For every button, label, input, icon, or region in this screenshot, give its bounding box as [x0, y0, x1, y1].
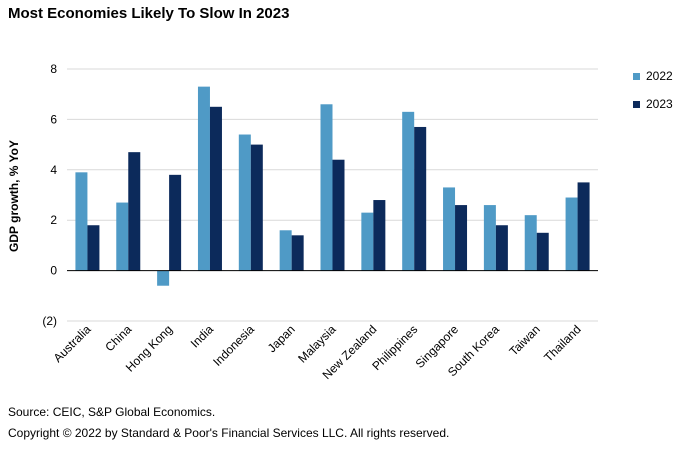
x-tick-label: China — [102, 322, 134, 354]
bar-2022-japan — [279, 230, 292, 271]
y-tick-label: 8 — [50, 62, 57, 76]
legend-label-2022: 2022 — [646, 69, 673, 83]
bar-2023-malaysia — [332, 159, 345, 271]
bar-2023-india — [209, 106, 222, 271]
bar-2022-china — [116, 202, 129, 271]
bar-2023-japan — [291, 235, 304, 271]
bar-2022-thailand — [565, 197, 578, 271]
chart-title: Most Economies Likely To Slow In 2023 — [8, 5, 290, 22]
bar-2023-philippines — [414, 126, 427, 271]
bar-2022-india — [197, 86, 210, 271]
x-tick-label: India — [188, 322, 217, 351]
bar-2022-malaysia — [320, 104, 333, 271]
y-tick-label: 0 — [50, 264, 57, 278]
x-tick-label: Taiwan — [507, 322, 543, 358]
bar-2023-indonesia — [250, 144, 263, 271]
x-tick-label: Japan — [265, 322, 298, 355]
bar-2023-south-korea — [495, 225, 508, 271]
y-tick-label: 6 — [50, 112, 57, 126]
bar-2022-singapore — [443, 187, 456, 271]
legend-swatch-2022 — [633, 72, 640, 80]
x-tick-label: Thailand — [541, 322, 583, 364]
bar-2023-thailand — [577, 182, 590, 271]
bar-2023-new-zealand — [373, 200, 386, 271]
bar-2023-singapore — [455, 205, 468, 271]
bar-2023-australia — [87, 225, 100, 271]
bar-2023-china — [128, 152, 141, 271]
bar-2023-hong-kong — [169, 174, 182, 271]
bar-2023-taiwan — [536, 232, 549, 271]
bar-2022-australia — [75, 172, 88, 271]
y-tick-label: (2) — [42, 314, 57, 328]
bar-2022-philippines — [402, 111, 415, 271]
y-tick-label: 4 — [50, 163, 57, 177]
x-tick-label: Indonesia — [210, 322, 257, 369]
bar-2022-hong-kong — [157, 270, 170, 286]
bar-2022-south-korea — [483, 205, 496, 271]
x-tick-label: Australia — [51, 322, 94, 365]
legend-item-2023: 2023 — [633, 97, 673, 111]
legend-swatch-2023 — [633, 100, 640, 108]
legend-item-2022: 2022 — [633, 69, 673, 83]
bar-2022-taiwan — [524, 215, 537, 271]
source-note: Source: CEIC, S&P Global Economics. — [8, 405, 216, 419]
legend-label-2023: 2023 — [646, 97, 673, 111]
bar-2022-new-zealand — [361, 212, 374, 271]
y-tick-label: 2 — [50, 213, 57, 227]
bar-2022-indonesia — [238, 134, 251, 271]
copyright-note: Copyright © 2022 by Standard & Poor's Fi… — [8, 426, 450, 440]
